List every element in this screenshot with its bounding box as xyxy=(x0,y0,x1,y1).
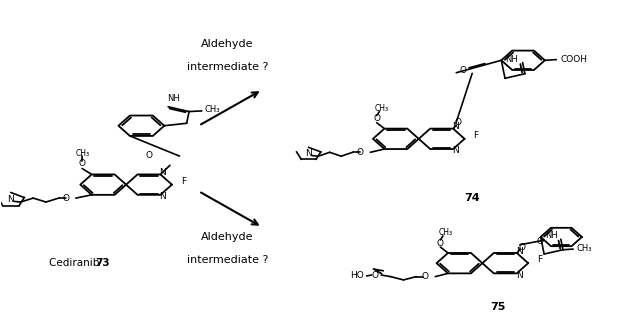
Text: CH₃: CH₃ xyxy=(375,104,389,113)
Text: O: O xyxy=(422,272,429,281)
Text: CH₃: CH₃ xyxy=(75,148,89,158)
Text: N: N xyxy=(305,149,312,158)
Text: NH: NH xyxy=(505,55,518,64)
Text: 74: 74 xyxy=(465,193,480,203)
Text: Aldehyde: Aldehyde xyxy=(201,39,254,49)
Text: N: N xyxy=(516,247,523,255)
Text: F: F xyxy=(473,131,479,140)
Text: O: O xyxy=(373,114,380,123)
Text: O: O xyxy=(357,148,364,157)
Text: Aldehyde: Aldehyde xyxy=(201,232,254,242)
Text: CH₃: CH₃ xyxy=(438,228,452,237)
Text: 75: 75 xyxy=(490,302,505,312)
Text: O: O xyxy=(537,237,544,246)
Text: N: N xyxy=(452,147,459,155)
Text: CH₃: CH₃ xyxy=(577,244,592,252)
Text: N: N xyxy=(8,195,14,204)
Text: Cediranib: Cediranib xyxy=(49,258,103,268)
Text: O: O xyxy=(455,118,462,127)
Text: NH: NH xyxy=(545,231,558,241)
Text: O: O xyxy=(63,194,70,203)
Text: intermediate ?: intermediate ? xyxy=(187,62,268,72)
Text: NH: NH xyxy=(167,94,180,103)
Text: N: N xyxy=(452,122,459,131)
Text: O: O xyxy=(79,159,86,168)
Text: O: O xyxy=(437,239,444,248)
Text: O: O xyxy=(459,66,466,75)
Text: N: N xyxy=(160,168,166,177)
Text: HO: HO xyxy=(350,272,364,280)
Text: N: N xyxy=(160,192,166,201)
Text: COOH: COOH xyxy=(561,55,588,64)
Text: N: N xyxy=(516,271,523,280)
Text: O: O xyxy=(146,151,153,160)
Text: intermediate ?: intermediate ? xyxy=(187,255,268,265)
Text: CH₃: CH₃ xyxy=(205,105,220,115)
Text: F: F xyxy=(181,177,186,186)
Text: F: F xyxy=(537,255,543,264)
Text: O: O xyxy=(371,272,378,280)
Text: 73: 73 xyxy=(96,258,110,268)
Text: O: O xyxy=(518,243,525,251)
